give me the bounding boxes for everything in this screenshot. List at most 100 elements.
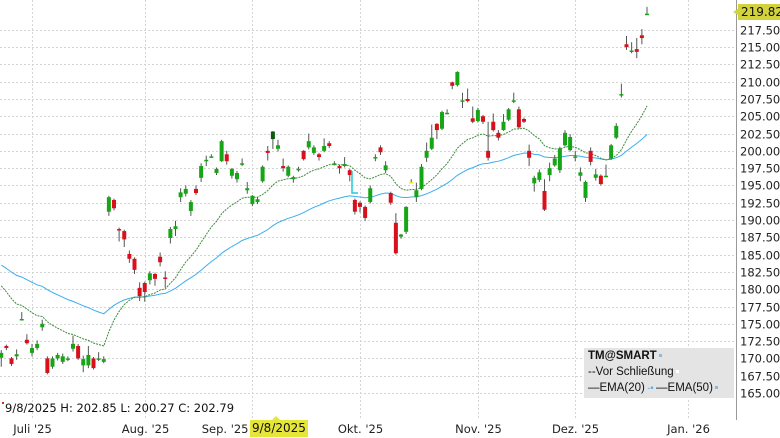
candle[interactable] <box>342 157 347 168</box>
candle[interactable] <box>604 164 608 178</box>
candle[interactable] <box>40 319 45 331</box>
toggle-dot-icon[interactable] <box>675 370 679 374</box>
candle[interactable] <box>634 38 639 59</box>
candle[interactable] <box>276 139 280 152</box>
candle[interactable] <box>168 226 173 244</box>
candle[interactable] <box>163 271 168 288</box>
candle[interactable] <box>65 356 70 362</box>
candle[interactable] <box>532 175 537 192</box>
candle[interactable] <box>50 356 55 369</box>
legend-title[interactable]: TM@SMART <box>584 348 734 364</box>
candle[interactable] <box>209 154 214 158</box>
candle[interactable] <box>101 356 106 364</box>
candle[interactable] <box>614 123 619 140</box>
candle[interactable] <box>465 88 470 103</box>
settings-dot-icon[interactable] <box>658 354 662 358</box>
candle[interactable] <box>373 154 378 162</box>
candle[interactable] <box>440 110 444 131</box>
candle[interactable] <box>178 188 183 203</box>
candle[interactable] <box>250 195 255 207</box>
candle[interactable] <box>378 145 383 155</box>
candle[interactable] <box>624 35 629 50</box>
candle[interactable] <box>516 106 521 129</box>
candle[interactable] <box>142 281 147 302</box>
candle[interactable] <box>522 117 526 124</box>
candle[interactable] <box>506 107 511 122</box>
candle[interactable] <box>598 174 603 186</box>
candle[interactable] <box>14 349 19 360</box>
candle[interactable] <box>117 227 122 242</box>
candle[interactable] <box>501 114 506 131</box>
candle[interactable] <box>91 357 96 370</box>
candle[interactable] <box>481 114 485 124</box>
candle[interactable] <box>450 81 455 90</box>
candle[interactable] <box>547 162 552 182</box>
candle[interactable] <box>71 335 75 352</box>
candle[interactable] <box>399 233 403 239</box>
candle[interactable] <box>609 143 614 160</box>
candle[interactable] <box>45 356 50 375</box>
candle[interactable] <box>127 250 132 263</box>
toggle-dot-icon[interactable] <box>714 386 718 390</box>
candle[interactable] <box>414 182 419 203</box>
candle[interactable] <box>347 168 352 182</box>
candle[interactable] <box>419 163 424 191</box>
candle[interactable] <box>24 334 29 345</box>
candle[interactable] <box>563 130 567 147</box>
candle[interactable] <box>645 6 649 16</box>
candle[interactable] <box>30 343 34 357</box>
candle[interactable] <box>332 161 337 166</box>
candle[interactable] <box>4 344 9 351</box>
candle[interactable] <box>311 145 316 155</box>
candle[interactable] <box>147 271 152 285</box>
candle[interactable] <box>199 163 204 182</box>
candle[interactable] <box>60 353 65 364</box>
candle[interactable] <box>214 167 219 176</box>
candle[interactable] <box>424 142 429 162</box>
candle[interactable] <box>229 168 234 179</box>
candle[interactable] <box>265 145 270 161</box>
candle[interactable] <box>434 123 439 140</box>
candle[interactable] <box>629 42 634 54</box>
candle[interactable] <box>76 343 81 360</box>
candle[interactable] <box>470 106 475 124</box>
candle[interactable] <box>9 357 14 367</box>
candle[interactable] <box>235 170 239 183</box>
candle[interactable] <box>404 206 409 234</box>
candle[interactable] <box>0 350 4 367</box>
candle[interactable] <box>306 133 311 150</box>
candle[interactable] <box>260 165 265 183</box>
candle[interactable] <box>475 107 480 123</box>
candle[interactable] <box>86 345 91 369</box>
candle[interactable] <box>106 195 111 216</box>
candle[interactable] <box>327 141 332 149</box>
legend-item-pre-close[interactable]: --Vor Schließung <box>584 364 734 380</box>
candle[interactable] <box>537 169 542 182</box>
candle[interactable] <box>368 185 373 204</box>
candle[interactable] <box>409 179 414 184</box>
candle[interactable] <box>122 229 127 248</box>
candle[interactable] <box>317 152 321 161</box>
candle[interactable] <box>173 220 178 236</box>
candle[interactable] <box>358 201 362 213</box>
candle[interactable] <box>486 121 491 161</box>
candle[interactable] <box>496 130 501 141</box>
candle[interactable] <box>455 71 460 87</box>
candle[interactable] <box>204 155 209 167</box>
candle[interactable] <box>281 158 286 172</box>
candle[interactable] <box>270 131 275 149</box>
candle[interactable] <box>132 257 137 275</box>
candle[interactable] <box>363 205 368 221</box>
legend[interactable]: TM@SMART --Vor Schließung —EMA(20) -• —E… <box>584 348 734 398</box>
candle[interactable] <box>55 352 60 361</box>
candle[interactable] <box>552 154 557 167</box>
candle[interactable] <box>296 166 301 172</box>
candle[interactable] <box>153 272 157 286</box>
candle[interactable] <box>240 158 245 167</box>
candle[interactable] <box>194 185 198 196</box>
candle[interactable] <box>429 124 434 151</box>
candle[interactable] <box>383 161 388 173</box>
candle[interactable] <box>557 146 562 173</box>
candle[interactable] <box>511 92 516 104</box>
